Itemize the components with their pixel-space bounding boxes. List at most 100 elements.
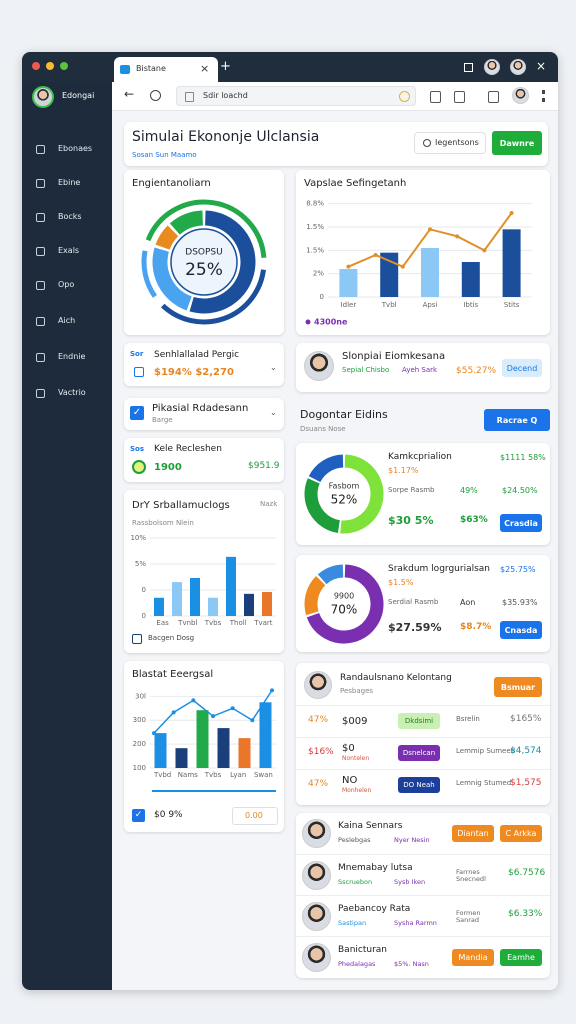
person-button[interactable]: Diantan [452, 825, 494, 842]
row-info: Bsrelin [456, 715, 480, 723]
nav-item[interactable]: Ebonaes [22, 138, 112, 162]
card-title: Engientanoliarn [132, 178, 211, 189]
back-button[interactable]: ← [124, 87, 135, 101]
toolbar-icon[interactable] [430, 91, 441, 103]
y-tick-label: 5% [135, 560, 146, 568]
nav-item[interactable]: Bocks [22, 206, 112, 230]
avatar [302, 861, 331, 890]
info-tile[interactable]: Sor Senhlallalad Pergic $194% $2,270 ⌄ [124, 343, 284, 386]
bar [421, 248, 439, 297]
person-value: $6.7576 [508, 868, 546, 878]
row-badge[interactable]: Dkdsimi [398, 713, 440, 729]
person-sub: Peslebgas [338, 836, 371, 844]
x-tick-label: Nams [178, 771, 198, 779]
nav-item[interactable]: Ebine [22, 172, 112, 196]
trend-card: Vapslae Sefingetanh 0 2% 1.5% 1.5% 8.8% Idler T… [296, 170, 550, 335]
tile-title: Pikasial Rdadesann [152, 403, 249, 414]
window-dot [60, 62, 68, 70]
person-button[interactable]: Eamhe [500, 949, 542, 966]
table-sub: Pesbages [340, 687, 374, 695]
row-note: Nontelen [342, 755, 370, 762]
address-bar[interactable]: Sdir loachd [176, 86, 416, 106]
bar [175, 748, 188, 768]
row-amount: NO [342, 775, 358, 786]
line-point [270, 688, 274, 693]
bar [154, 733, 167, 768]
line-point [509, 211, 514, 215]
new-tab[interactable]: + [220, 59, 231, 74]
checkbox[interactable]: ✓ [132, 809, 145, 822]
nav-item[interactable]: Exals [22, 240, 112, 264]
tile-badge [134, 367, 144, 377]
profile-card: Slonpiai Eiomkesana Sepial Chisbo Ayeh Sar… [296, 343, 550, 392]
table-row: $16% $0 Nontelen Dsnelcan Lemmip Sumeed $4,57… [296, 737, 550, 770]
combo-chart-card: Blastat Eeergsal 100 200 300 30l Tvbd Nams Tvbs… [124, 661, 284, 832]
search-button[interactable]: Iegentsons [414, 132, 486, 154]
person-tag: Sysb Iken [394, 878, 426, 886]
window-close[interactable]: × [536, 59, 547, 73]
bar [259, 702, 272, 768]
check-tile[interactable]: ✓ Pikasial Rdadesann Barge ⌄ [124, 398, 284, 430]
bar-chart-card: DrY Srballamuclogs Nazk Rassbolsom Nlein 0 0… [124, 490, 284, 653]
line-point [455, 234, 460, 239]
row-badge[interactable]: DO Neah [398, 777, 440, 793]
nav-label: Vactrio [58, 388, 86, 397]
y-tick-label: 1.5% [306, 223, 324, 231]
legend-marker [305, 319, 311, 325]
gauge-ring [161, 269, 266, 325]
tab-close[interactable]: × [200, 62, 210, 75]
tile-value: 1900 [154, 462, 182, 473]
stat-sub: $1.17% [388, 466, 419, 475]
chevron: ⌄ [270, 363, 277, 372]
nav-item[interactable]: Vactrio [22, 382, 112, 406]
row-pct: 47% [308, 715, 329, 725]
line-point [400, 264, 405, 269]
row-badge[interactable]: Dsnelcan [398, 745, 440, 761]
bar [238, 738, 251, 768]
menu-icon[interactable] [542, 90, 548, 102]
nav-label: Opo [58, 280, 75, 289]
donut-segment [304, 478, 341, 534]
toolbar-icon[interactable] [454, 91, 465, 103]
nav-item[interactable]: Endnie [22, 346, 112, 370]
donut-segment [155, 225, 179, 251]
nav-label: Ebine [58, 178, 81, 187]
donut-segment [340, 454, 384, 534]
card-title: DrY Srballamuclogs [132, 500, 230, 511]
header-card: Simulai Ekononje Ulclansia Sosan Sun Maam… [124, 122, 548, 166]
primary-button[interactable]: Dawnre [492, 131, 542, 155]
x-tick-label: Ibtis [463, 301, 478, 309]
chart: 9900 70% [304, 564, 384, 643]
nav-item[interactable]: Opo [22, 274, 112, 298]
page-subtitle: Sosan Sun Maamo [132, 151, 197, 159]
nav-label: Ebonaes [58, 144, 93, 153]
checkbox[interactable]: ✓ [130, 406, 144, 420]
line-point [346, 264, 351, 269]
card-footer: Bacgen Dosg [148, 634, 195, 642]
nav-icon [36, 213, 45, 222]
row-amount: $0 [342, 743, 355, 754]
gauge-inner [170, 228, 238, 296]
section-button[interactable]: Racrae Q [484, 409, 550, 431]
sidebar: Edongai Ebonaes Ebine Bocks Exals Opo Aich Endn… [22, 82, 112, 990]
y-tick-label: 10% [130, 534, 146, 542]
stat-button[interactable]: Cnasda [500, 621, 542, 639]
person-row: Banicturan Phedalagas $5%. Nasn Mandia Eamhe [296, 936, 550, 978]
line-point [211, 714, 215, 719]
person-button[interactable]: Mandia [452, 949, 494, 966]
toolbar-icon[interactable] [488, 91, 499, 103]
info-tile[interactable]: Sos Kele Recleshen 1900 $951.9 [124, 438, 284, 482]
bar [339, 269, 358, 297]
reload-button[interactable] [150, 90, 161, 101]
x-tick-label: Tvbl [381, 301, 397, 309]
profile-button[interactable]: Decend [502, 359, 542, 377]
person-button[interactable]: C Arkka [500, 825, 542, 842]
input-box[interactable]: 0.00 [232, 807, 278, 825]
table-button[interactable]: Bsmuar [494, 677, 542, 697]
stat-big: $27.59% [388, 621, 442, 634]
stat-big: $30 5% [388, 514, 434, 527]
stat-button[interactable]: Crasdia [500, 514, 542, 532]
nav-icon [36, 145, 45, 154]
nav-item[interactable]: Aich [22, 310, 112, 334]
star-icon [399, 91, 410, 102]
